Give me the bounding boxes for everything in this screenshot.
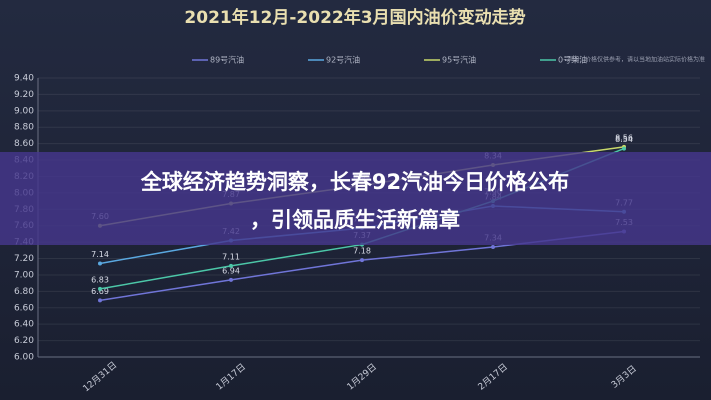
data-label: 7.18 [353,247,371,256]
banner-line: ，引领品质生活新篇章 [250,208,460,232]
y-tick-label: 6.40 [14,320,34,330]
data-label: 6.69 [91,287,109,296]
data-point [98,286,102,291]
data-point [98,298,102,303]
note: 声明：价格仅供参考，请以当地加油站实际价格为准 [567,56,705,64]
banner-band [0,152,711,245]
data-point [98,261,102,266]
y-tick-label: 6.00 [14,353,34,363]
data-label: 8.54 [615,135,633,144]
data-label: 7.11 [222,252,240,261]
y-tick-label: 9.00 [14,106,34,116]
y-tick-label: 7.20 [14,254,34,264]
data-point [622,146,626,151]
data-label: 6.94 [222,266,240,275]
data-label: 6.83 [91,275,109,284]
data-point [360,258,364,263]
legend-label: 95号汽油 [442,55,476,65]
y-tick-label: 6.60 [14,303,34,313]
legend-label: 89号汽油 [210,55,244,65]
legend-label: 0号柴油 [558,55,587,65]
data-point [229,263,233,268]
y-tick-label: 9.20 [14,90,34,100]
legend-label: 92号汽油 [326,55,360,65]
data-label: 7.14 [91,250,109,259]
banner-line: 全球经济趋势洞察，长春92汽油今日价格公布 [140,170,569,194]
y-tick-label: 7.00 [14,270,34,280]
y-tick-label: 9.40 [14,74,34,84]
y-tick-label: 6.20 [14,336,34,346]
chart-title: 2021年12月-2022年3月国内油价变动走势 [184,7,525,28]
data-label: 8.56 [615,133,633,142]
y-tick-label: 8.60 [14,139,34,149]
data-point [229,277,233,282]
data-point [491,245,495,250]
y-tick-label: 6.80 [14,287,34,297]
y-tick-label: 8.80 [14,123,34,133]
